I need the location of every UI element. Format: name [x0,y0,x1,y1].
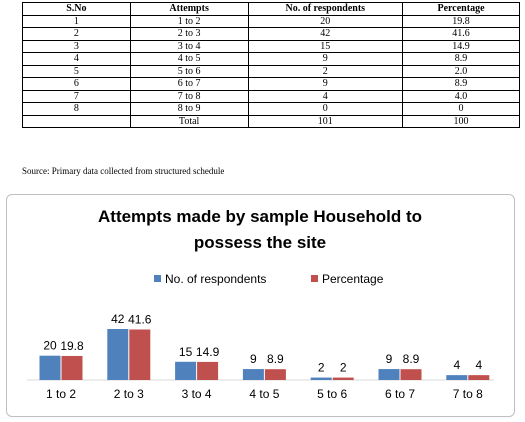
bar [39,355,61,380]
cell-sno: 2 [22,27,131,41]
cell-attempts: 7 to 8 [129,89,249,103]
cell-attempts: 3 to 4 [129,39,249,53]
table-row: 4 4 to 5 9 8.9 [22,52,520,66]
cell-respondents: 2 [247,64,404,78]
category-label: 4 to 5 [249,387,279,401]
cell-percentage: 8.9 [402,77,520,91]
table-row: 2 2 to 3 42 41.6 [22,27,520,41]
data-label: 8.9 [267,352,284,366]
cell-respondents: 20 [247,14,404,28]
chart-title-line: possess the site [194,233,326,252]
cell-percentage: 2.0 [402,64,520,78]
bar [242,369,264,380]
legend-swatch [311,275,318,282]
cell-sno: 8 [22,102,131,116]
table-row: 3 3 to 4 15 14.9 [22,39,520,53]
legend-label: No. of respondents [165,272,266,286]
cell-respondents: 9 [247,77,404,91]
category-label: 3 to 4 [182,387,212,401]
cell-total-percentage: 100 [402,114,520,128]
bar [332,377,354,380]
cell-sno: 7 [22,89,131,103]
cell-attempts: 5 to 6 [129,64,249,78]
data-label: 9 [386,352,393,366]
table-row: 8 8 to 9 0 0 [22,102,520,116]
cell-attempts: 4 to 5 [129,52,249,66]
cell-sno: 3 [22,39,131,53]
chart-container: Attempts made by sample Household to poss… [6,194,515,417]
cell-percentage: 4.0 [402,89,520,103]
bar [378,369,400,380]
data-label: 42 [111,312,125,326]
cell-attempts: 1 to 2 [129,14,249,28]
cell-respondents: 9 [247,52,404,66]
category-label: 6 to 7 [385,387,415,401]
header-percentage: Percentage [402,2,520,16]
cell-attempts: 6 to 7 [129,77,249,91]
data-label: 4 [475,358,482,372]
cell-total-respondents: 101 [247,114,404,128]
data-table: S.No Attempts No. of respondents Percent… [22,2,520,128]
cell-percentage: 41.6 [402,27,520,41]
data-label: 2 [318,361,325,375]
data-label: 8.9 [403,352,420,366]
cell-sno [22,114,131,128]
table-row: 5 5 to 6 2 2.0 [22,64,520,78]
data-label: 41.6 [128,312,152,326]
cell-attempts: 8 to 9 [129,102,249,116]
data-label: 9 [250,352,257,366]
source-note: Source: Primary data collected from stru… [22,166,225,176]
bar [264,369,286,380]
cell-percentage: 8.9 [402,52,520,66]
table-row: 7 7 to 8 4 4.0 [22,89,520,103]
table-row: 1 1 to 2 20 19.8 [22,14,520,28]
header-attempts: Attempts [129,2,249,16]
cell-respondents: 42 [247,27,404,41]
bar [175,361,197,380]
legend-label: Percentage [322,272,384,286]
data-label: 19.8 [60,339,84,353]
bar [129,329,151,380]
bar [197,361,219,380]
cell-respondents: 0 [247,102,404,116]
header-respondents: No. of respondents [247,2,404,16]
cell-attempts: 2 to 3 [129,27,249,41]
data-label: 2 [340,361,347,375]
category-label: 1 to 2 [46,387,76,401]
data-label: 20 [43,339,57,353]
cell-sno: 4 [22,52,131,66]
cell-percentage: 14.9 [402,39,520,53]
cell-total-label: Total [129,114,249,128]
chart-title-line: Attempts made by sample Household to [98,207,422,226]
bar [400,369,422,380]
category-label: 5 to 6 [317,387,347,401]
bar [310,377,332,380]
bar-chart: Attempts made by sample Household to poss… [27,207,494,401]
category-label: 2 to 3 [114,387,144,401]
bar [468,375,490,380]
data-label: 15 [179,345,193,359]
bar [107,329,129,380]
category-label: 7 to 8 [453,387,483,401]
data-label: 4 [453,358,460,372]
bar [446,375,468,380]
cell-percentage: 0 [402,102,520,116]
legend-swatch [154,275,161,282]
data-label: 14.9 [196,345,220,359]
cell-respondents: 15 [247,39,404,53]
table-header-row: S.No Attempts No. of respondents Percent… [22,2,520,16]
header-sno: S.No [22,2,131,16]
cell-sno: 1 [22,14,131,28]
cell-sno: 6 [22,77,131,91]
bar [61,355,83,380]
cell-percentage: 19.8 [402,14,520,28]
cell-sno: 5 [22,64,131,78]
table-total-row: Total 101 100 [22,114,520,128]
cell-respondents: 4 [247,89,404,103]
table-row: 6 6 to 7 9 8.9 [22,77,520,91]
